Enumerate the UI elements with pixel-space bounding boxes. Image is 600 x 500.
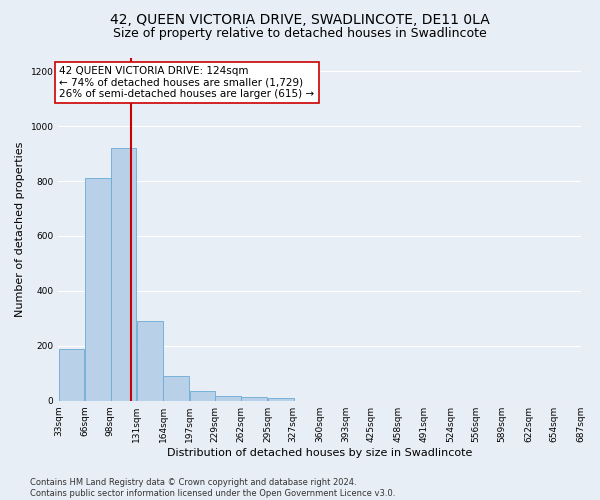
Bar [110,148,136,401]
Bar [215,396,241,400]
Text: 42, QUEEN VICTORIA DRIVE, SWADLINCOTE, DE11 0LA: 42, QUEEN VICTORIA DRIVE, SWADLINCOTE, D… [110,12,490,26]
Bar [85,178,111,400]
Bar [241,398,268,400]
Bar [163,376,189,400]
Bar [137,321,163,400]
Bar [268,398,293,400]
Text: Size of property relative to detached houses in Swadlincote: Size of property relative to detached ho… [113,28,487,40]
Bar [59,348,85,401]
Bar [190,391,215,400]
Y-axis label: Number of detached properties: Number of detached properties [15,142,25,317]
Text: 42 QUEEN VICTORIA DRIVE: 124sqm
← 74% of detached houses are smaller (1,729)
26%: 42 QUEEN VICTORIA DRIVE: 124sqm ← 74% of… [59,66,314,100]
Text: Contains HM Land Registry data © Crown copyright and database right 2024.
Contai: Contains HM Land Registry data © Crown c… [30,478,395,498]
X-axis label: Distribution of detached houses by size in Swadlincote: Distribution of detached houses by size … [167,448,472,458]
